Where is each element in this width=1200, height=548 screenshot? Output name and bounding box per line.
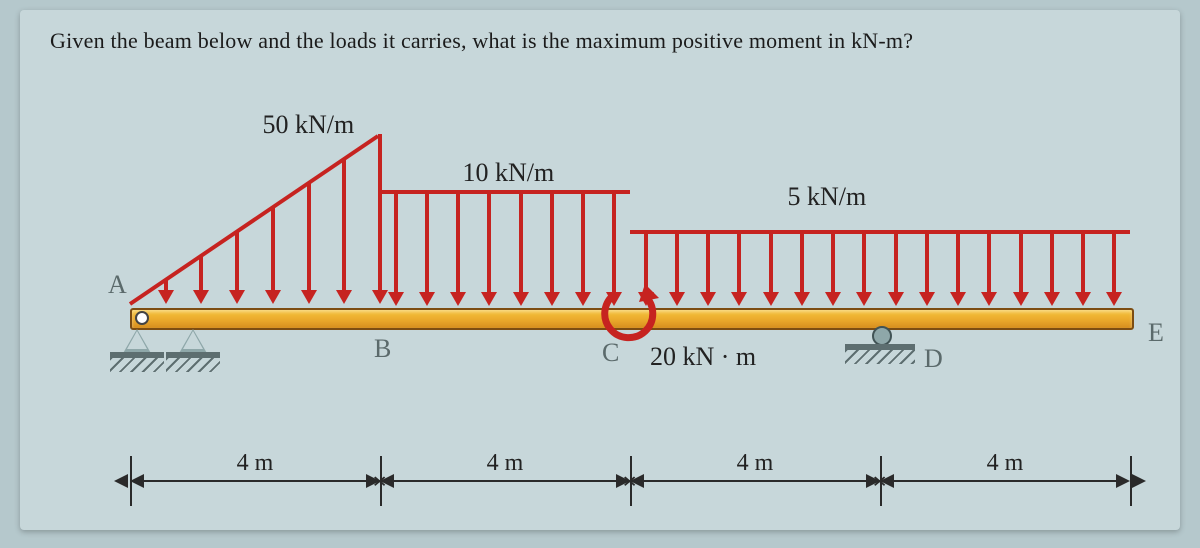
dimension-row: 4 m 4 m 4 m 4 m ✕ ✕ ✕ [130, 450, 1130, 530]
pin-support [166, 326, 220, 372]
point-label-E: E [1148, 318, 1164, 348]
moment-label: 20 kN · m [650, 342, 756, 372]
dimension-arrow-left [130, 474, 144, 488]
point-label-C: C [602, 338, 619, 368]
beam-end-dot [135, 311, 149, 325]
dimension-arrow-right [1116, 474, 1130, 488]
udl-label: 10 kN/m [463, 158, 555, 188]
dimension-line [894, 480, 1116, 482]
dimension-cross: ✕ [872, 472, 888, 492]
dimension-line [394, 480, 616, 482]
dimension-label: 4 m [487, 450, 524, 477]
dimension-line [144, 480, 366, 482]
point-label-D: D [924, 344, 943, 374]
triangular-load-label: 50 kN/m [263, 110, 355, 140]
beam-diagram: 50 kN/m10 kN/m5 kN/m20 kN · mABCDE4 m4 m… [100, 90, 1140, 510]
dimension-line [644, 480, 866, 482]
dimension-arrow-outer-right [1132, 474, 1146, 488]
udl-label: 5 kN/m [788, 182, 867, 212]
dimension-label: 4 m [737, 450, 774, 477]
point-label-A: A [108, 270, 127, 300]
dimension-arrow-outer-left [114, 474, 128, 488]
roller-support [845, 326, 915, 366]
point-label-B: B [374, 334, 391, 364]
question-text: Given the beam below and the loads it ca… [50, 28, 1150, 54]
dimension-label: 4 m [987, 450, 1024, 477]
pin-support [110, 326, 164, 372]
udl-top-line [630, 230, 1130, 234]
dimension-label: 4 m [237, 450, 274, 477]
udl-top-line [380, 190, 630, 194]
dimension-cross: ✕ [622, 472, 638, 492]
dimension-cross: ✕ [372, 472, 388, 492]
figure-panel: Given the beam below and the loads it ca… [20, 10, 1180, 530]
